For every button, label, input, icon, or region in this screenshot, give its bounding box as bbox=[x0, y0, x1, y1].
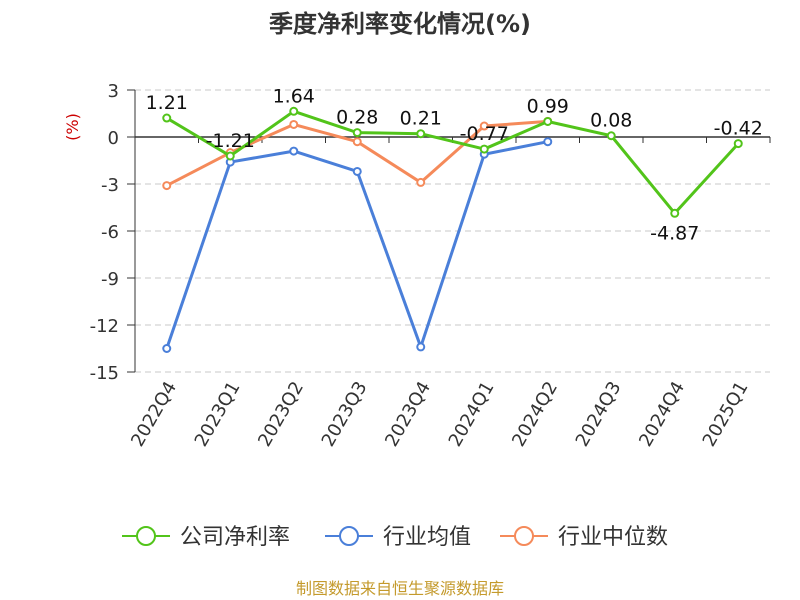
legend-swatch-marker bbox=[136, 526, 156, 546]
x-tick-label: 2023Q4 bbox=[381, 378, 435, 450]
data-label: 0.21 bbox=[400, 108, 442, 130]
data-label: -4.87 bbox=[650, 222, 699, 244]
data-point bbox=[352, 166, 362, 176]
x-tick-label: 2024Q2 bbox=[508, 378, 562, 450]
y-tick-label: 3 bbox=[108, 81, 119, 102]
y-tick-label: -9 bbox=[101, 269, 119, 290]
x-tick-label: 2025Q1 bbox=[699, 378, 753, 450]
y-tick-label: 0 bbox=[108, 128, 119, 149]
data-point bbox=[225, 151, 235, 161]
data-label: 1.21 bbox=[146, 92, 188, 114]
chart-title: 季度净利率变化情况(%) bbox=[269, 10, 531, 38]
data-label: 1.64 bbox=[273, 85, 315, 107]
y-tick-label: -15 bbox=[90, 363, 119, 384]
data-point bbox=[352, 128, 362, 138]
y-tick-label: -6 bbox=[101, 222, 119, 243]
data-point bbox=[289, 146, 299, 156]
y-axis-label: (%) bbox=[63, 113, 82, 141]
legend-label: 行业均值 bbox=[383, 525, 471, 550]
data-label: 0.08 bbox=[590, 110, 632, 132]
legend-swatch-marker bbox=[514, 526, 534, 546]
data-point bbox=[416, 129, 426, 139]
y-tick-label: -12 bbox=[90, 316, 119, 337]
data-point bbox=[162, 344, 172, 353]
series-line bbox=[165, 109, 740, 215]
data-point bbox=[416, 177, 426, 187]
data-point bbox=[162, 113, 172, 123]
data-label: 0.28 bbox=[336, 107, 378, 129]
data-label: -1.21 bbox=[206, 130, 255, 152]
x-tick-label: 2023Q3 bbox=[318, 378, 372, 450]
data-point bbox=[162, 181, 172, 191]
data-point bbox=[289, 119, 299, 129]
data-label: 0.99 bbox=[527, 95, 569, 117]
legend-swatch-marker bbox=[339, 526, 359, 546]
data-labels: 1.21 -1.21 1.64 0.28 0.21 -0.77 0.99 0.08 -4.87 -… bbox=[146, 85, 763, 244]
data-point bbox=[352, 137, 362, 147]
series-layer bbox=[162, 106, 743, 353]
grid-lines bbox=[135, 89, 770, 373]
legend-label: 行业中位数 bbox=[558, 525, 668, 550]
source-note: 制图数据来自恒生聚源数据库 bbox=[296, 579, 504, 598]
x-tick-label: 2024Q4 bbox=[635, 378, 689, 450]
legend-label: 公司净利率 bbox=[180, 525, 290, 550]
x-tick-label: 2022Q4 bbox=[127, 378, 181, 450]
data-point bbox=[670, 208, 680, 218]
x-tick-label: 2023Q1 bbox=[191, 378, 245, 450]
data-point bbox=[416, 342, 426, 352]
data-point bbox=[606, 131, 616, 141]
data-point bbox=[289, 106, 299, 116]
x-tick-label: 2024Q3 bbox=[572, 378, 626, 450]
data-label: -0.77 bbox=[460, 123, 509, 145]
data-point bbox=[543, 137, 553, 147]
data-point bbox=[543, 116, 553, 126]
x-tick-label: 2023Q2 bbox=[254, 378, 308, 450]
data-point bbox=[733, 139, 743, 149]
y-tick-label: -3 bbox=[101, 175, 119, 196]
data-point bbox=[479, 121, 489, 131]
legend: 公司净利率 行业均值 行业中位数 bbox=[122, 525, 668, 550]
x-tick-label: 2024Q1 bbox=[445, 378, 499, 450]
data-label: -0.42 bbox=[714, 118, 763, 140]
data-point bbox=[479, 144, 489, 154]
